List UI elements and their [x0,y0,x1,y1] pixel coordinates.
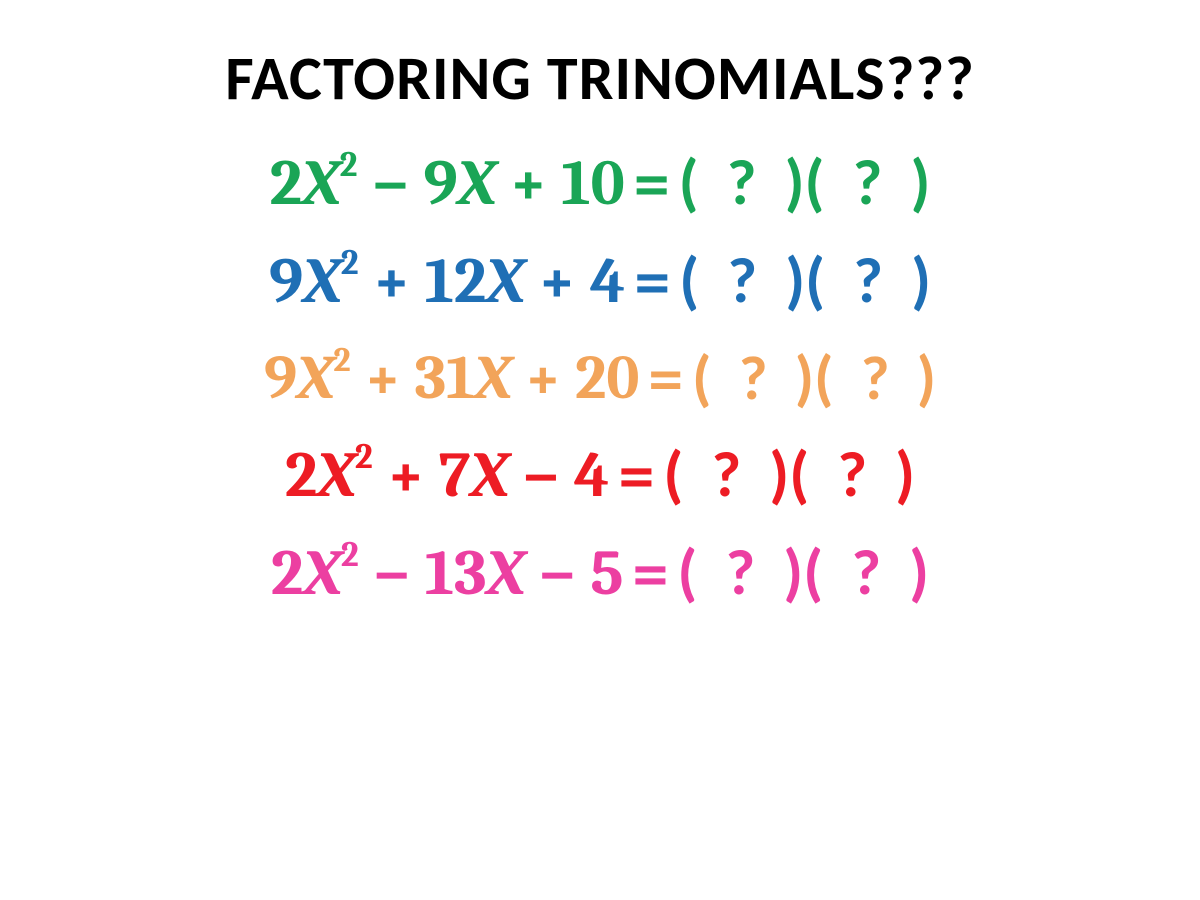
operator: + [364,342,401,414]
var-x: X [487,536,525,610]
paren-open: ( [789,436,809,514]
paren-open: ( [663,436,683,514]
question-mark: ? [853,242,883,320]
equals-sign: = [617,438,655,512]
operator: + [525,342,562,414]
coef-b: 13 [425,536,487,610]
var-x: X [303,244,341,318]
operator: − [538,536,576,610]
exponent: 2 [341,242,359,283]
equation-row: 2X2 − 13X − 5=( ? )( ? ) [50,534,1150,612]
paren-close: ) [769,436,789,514]
equals-sign: = [633,244,671,318]
equals-sign: = [633,146,671,220]
paren-close: ) [795,340,814,416]
question-mark: ? [727,242,757,320]
paren-open: ( [692,340,711,416]
equations-list: 2X2 − 9X + 10=( ? )( ? )9X2 + 12X + 4=( … [50,144,1150,632]
var-x: X [303,536,341,610]
operator: − [373,536,411,610]
question-mark: ? [725,534,755,612]
exponent: 2 [355,436,373,477]
equation-rhs: ( ? )( ? ) [679,144,931,222]
coef-c: 5 [590,536,623,610]
paren-close: ) [785,144,805,222]
equation-lhs: 9X2 + 12X + 4 [269,244,625,318]
question-mark: ? [739,340,768,416]
page-title: FACTORING TRINOMIALS??? [50,40,1150,116]
paren-open: ( [805,242,825,320]
exponent: 2 [333,340,350,380]
coef-a: 9 [264,342,297,414]
var-x: X [475,342,511,414]
paren-open: ( [679,144,699,222]
coef-a: 2 [271,536,303,610]
paren-close: ) [785,242,805,320]
paren-close: ) [917,340,936,416]
paren-close: ) [909,534,929,612]
var-x: X [297,342,333,414]
question-mark: ? [861,340,890,416]
coef-b: 7 [439,438,471,512]
coef-c: 4 [574,438,609,512]
equation-lhs: 2X2 − 9X + 10 [270,146,625,220]
paren-close: ) [910,144,930,222]
coef-a: 9 [269,244,303,318]
var-x: X [317,438,355,512]
operator: + [538,244,576,318]
equation-row: 2X2 − 9X + 10=( ? )( ? ) [50,144,1150,222]
equation-rhs: ( ? )( ? ) [692,340,936,416]
question-mark: ? [853,144,883,222]
question-mark: ? [837,436,867,514]
var-x: X [486,244,524,318]
operator: + [509,146,547,220]
operator: − [522,438,560,512]
question-mark: ? [851,534,881,612]
paren-close: ) [783,534,803,612]
operator: − [372,146,410,220]
question-mark: ? [711,436,741,514]
equation-rhs: ( ? )( ? ) [663,436,915,514]
equation-lhs: 2X2 + 7X − 4 [285,438,610,512]
var-x: X [302,146,340,220]
coef-b: 31 [415,342,475,414]
paren-open: ( [677,534,697,612]
coef-c: 10 [561,146,624,220]
paren-open: ( [679,242,699,320]
operator: + [387,438,425,512]
paren-open: ( [805,144,825,222]
equation-row: 9X2 + 12X + 4=( ? )( ? ) [50,242,1150,320]
equation-row: 2X2 + 7X − 4=( ? )( ? ) [50,436,1150,514]
equals-sign: = [647,342,684,414]
question-mark: ? [727,144,757,222]
paren-close: ) [895,436,915,514]
coef-a: 2 [270,146,302,220]
equation-lhs: 9X2 + 31X + 20 [264,342,639,414]
equation-row: 9X2 + 31X + 20=( ? )( ? ) [50,340,1150,416]
coef-b: 9 [424,146,458,220]
coef-a: 2 [285,438,317,512]
operator: + [373,244,411,318]
var-x: X [458,146,496,220]
equation-rhs: ( ? )( ? ) [677,534,929,612]
exponent: 2 [341,534,359,575]
equation-rhs: ( ? )( ? ) [679,242,931,320]
paren-open: ( [814,340,833,416]
exponent: 2 [340,144,358,185]
paren-open: ( [803,534,823,612]
coef-c: 20 [575,342,639,414]
title-text: FACTORING TRINOMIALS??? [225,40,975,116]
equation-lhs: 2X2 − 13X − 5 [271,536,624,610]
var-x: X [470,438,508,512]
coef-b: 12 [425,244,487,318]
equals-sign: = [631,536,669,610]
paren-close: ) [911,242,931,320]
coef-c: 4 [590,244,625,318]
